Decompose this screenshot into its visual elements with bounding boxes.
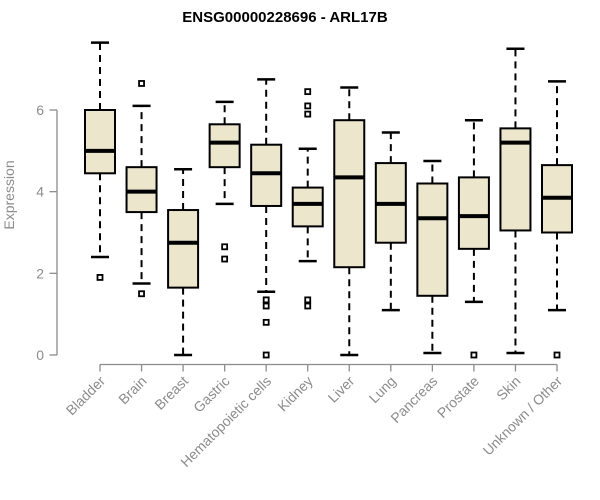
y-tick-label: 4 [36, 184, 44, 200]
outlier-point [304, 302, 312, 310]
x-tick-label-kidney: Kidney [274, 373, 316, 415]
iqr-box [291, 186, 324, 228]
boxplot-skin [499, 47, 532, 355]
chart-title: ENSG00000228696 - ARL17B [182, 9, 388, 26]
x-tick-label-breast: Breast [151, 373, 191, 413]
boxplot-breast [167, 167, 200, 357]
boxplot-brain [125, 80, 158, 298]
x-tick-label-bladder: Bladder [63, 373, 109, 419]
outlier-point [304, 88, 312, 96]
outlier-point [304, 102, 312, 110]
boxplot-gastric [208, 100, 241, 263]
y-axis-label: Expression [1, 160, 17, 229]
iqr-box [333, 119, 366, 269]
x-tick-label-liver: Liver [325, 373, 358, 406]
boxplot-kidney [291, 88, 324, 310]
boxplot-pancreas [416, 159, 449, 355]
outlier-point [96, 274, 104, 281]
outlier-point [262, 351, 270, 359]
outlier-point [553, 351, 561, 359]
box-series [84, 41, 573, 359]
y-tick-label: 6 [36, 102, 44, 118]
outlier-point [138, 290, 145, 298]
boxplot-unknown-other [541, 80, 573, 359]
boxplot-hematopoietic-cells [250, 78, 283, 359]
boxplot-liver [333, 86, 366, 357]
iqr-box [208, 123, 241, 169]
iqr-box [250, 143, 283, 207]
outlier-point [262, 302, 270, 310]
x-tick-label-prostate: Prostate [434, 373, 482, 421]
x-tick-label-skin: Skin [493, 373, 524, 404]
x-tick-label-unknown-other: Unknown / Other [480, 373, 566, 459]
iqr-box [416, 182, 449, 297]
x-tick-label-brain: Brain [115, 373, 149, 407]
outlier-point [304, 296, 312, 304]
iqr-box [499, 127, 532, 232]
iqr-box [84, 109, 116, 175]
iqr-box [457, 176, 490, 250]
boxplot-bladder [84, 41, 116, 281]
outlier-point [221, 255, 229, 263]
outlier-point [138, 80, 145, 87]
x-tick-label-lung: Lung [366, 373, 399, 406]
boxplot-lung [374, 131, 407, 312]
outlier-point [262, 318, 270, 326]
boxplot-prostate [457, 118, 490, 359]
outlier-point [221, 243, 229, 251]
iqr-box [167, 209, 200, 289]
outlier-point [470, 351, 478, 359]
y-tick-label: 2 [36, 265, 44, 281]
outlier-point [304, 110, 312, 118]
y-tick-label: 0 [36, 347, 44, 363]
outlier-point [262, 296, 270, 304]
iqr-box [125, 166, 158, 214]
